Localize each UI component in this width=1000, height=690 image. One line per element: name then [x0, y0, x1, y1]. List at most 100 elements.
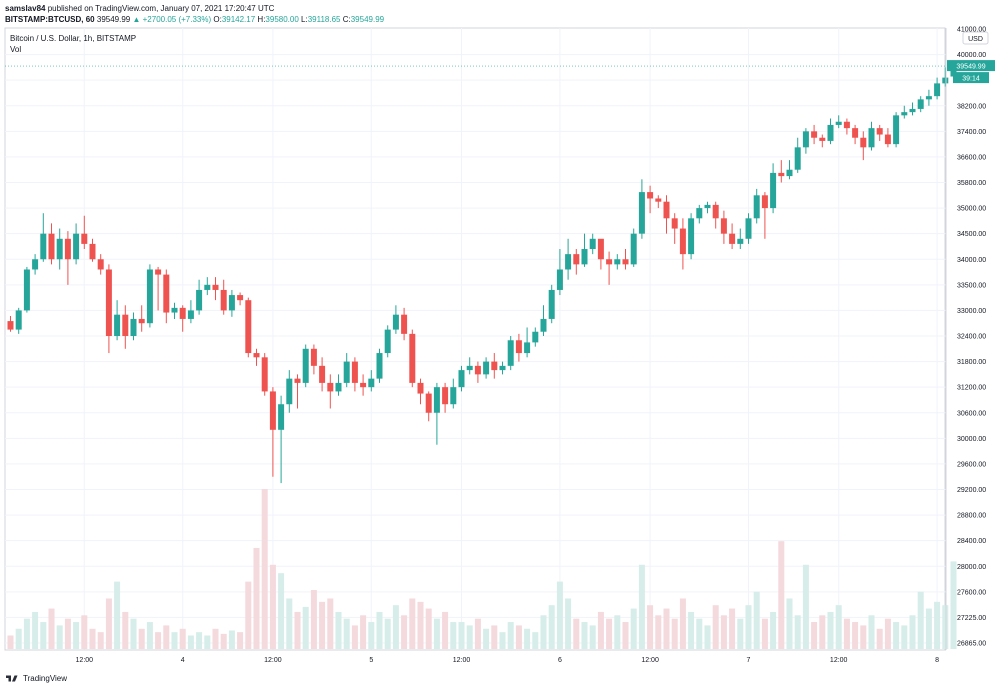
- author-name[interactable]: samslav84: [5, 4, 46, 13]
- candle-body: [901, 112, 908, 116]
- volume-bar: [761, 618, 768, 649]
- volume-bar: [524, 628, 531, 649]
- volume-bar: [540, 615, 547, 649]
- volume-bar: [253, 547, 260, 649]
- price-tick-label: 31200.00: [957, 385, 986, 392]
- open-label: O:: [213, 15, 222, 24]
- candle-body: [327, 382, 334, 392]
- volume-bar: [48, 608, 55, 649]
- price-tick-label: 29200.00: [957, 487, 986, 494]
- volume-bar: [56, 625, 63, 649]
- candle-body: [868, 128, 875, 148]
- price-tick-label: 26865.00: [957, 641, 986, 648]
- symbol-label[interactable]: BITSTAMP:BTCUSD, 60: [5, 15, 95, 24]
- time-tick-label: 12:00: [76, 657, 94, 664]
- price-tick-label: 38200.00: [957, 103, 986, 110]
- volume-bar: [794, 615, 801, 649]
- candle-body: [909, 108, 916, 113]
- volume-bar: [409, 598, 416, 649]
- volume-bar: [220, 633, 227, 649]
- brand-name[interactable]: TradingView: [23, 674, 68, 683]
- candle-body: [802, 131, 809, 148]
- price-tick-label: 33000.00: [957, 308, 986, 315]
- volume-bar: [671, 618, 678, 649]
- volume-bar: [720, 615, 727, 649]
- price-tick-label: 41000.00: [957, 27, 986, 34]
- volume-bar: [105, 598, 112, 649]
- price-tick-label: 30600.00: [957, 410, 986, 417]
- candle-body: [712, 204, 719, 219]
- volume-bar: [934, 601, 941, 649]
- volume-bar: [286, 598, 293, 649]
- candle-body: [893, 115, 900, 145]
- quote-line: BITSTAMP:BTCUSD, 60 39549.99 ▲ +2700.05 …: [5, 14, 384, 25]
- volume-bar: [228, 630, 235, 649]
- price-tick-label: 35000.00: [957, 206, 986, 213]
- candle-body: [860, 137, 867, 148]
- volume-bar: [294, 611, 301, 649]
- chart-header: samslav84 published on TradingView.com, …: [5, 3, 384, 25]
- price-chart[interactable]: 26865.00 27225.00 27600.00 28000.00 28400.00…: [0, 0, 1000, 670]
- volume-bar: [942, 605, 949, 649]
- price-tick-label: 34500.00: [957, 231, 986, 238]
- price-axis[interactable]: 26865.00 27225.00 27600.00 28000.00 28400.00…: [945, 27, 986, 651]
- candle-body: [105, 269, 112, 336]
- volume-bar: [450, 622, 457, 649]
- volume-label: Vol: [10, 45, 21, 54]
- candle-body: [310, 348, 317, 366]
- price-tick-label: 37400.00: [957, 129, 986, 136]
- volume-bar: [655, 615, 662, 649]
- candle-body: [343, 361, 350, 383]
- volume-bar: [237, 632, 244, 649]
- volume-bar: [556, 581, 563, 649]
- time-axis[interactable]: 12:00 4 12:00 5 12:00 6 12:00 7 12:00 8: [5, 649, 946, 664]
- candle-body: [507, 340, 514, 366]
- open-value: 39142.17: [221, 15, 256, 24]
- candle-body: [794, 147, 801, 170]
- currency-box[interactable]: [962, 31, 989, 45]
- candle-body: [466, 365, 473, 371]
- currency-label[interactable]: USD: [968, 36, 983, 43]
- candle-body: [7, 321, 14, 330]
- price-tick-label: 32400.00: [957, 334, 986, 341]
- volume-bar: [786, 598, 793, 649]
- volume-bar: [729, 608, 736, 649]
- candle-body: [15, 310, 22, 330]
- candlesticks: [7, 65, 957, 484]
- candle-body: [499, 365, 506, 371]
- volume-bar: [417, 601, 424, 649]
- candle-body: [917, 99, 924, 109]
- plot-area[interactable]: [4, 27, 946, 651]
- candle-body: [335, 382, 342, 392]
- volume-bar: [843, 618, 850, 649]
- volume-bar: [327, 598, 334, 649]
- candle-body: [196, 289, 203, 311]
- volume-bar: [474, 618, 481, 649]
- candle-body: [532, 331, 539, 343]
- countdown-tag: [953, 72, 989, 84]
- candle-body: [934, 83, 941, 97]
- volume-bar: [73, 622, 80, 649]
- candle-body: [73, 233, 80, 260]
- volume-bar: [97, 632, 104, 649]
- volume-bar: [319, 601, 326, 649]
- candle-body: [442, 387, 449, 405]
- volume-bar: [622, 622, 629, 649]
- close-value: 39549.99: [350, 15, 385, 24]
- candle-body: [737, 238, 744, 244]
- time-tick-label: 5: [369, 657, 373, 664]
- time-tick-label: 4: [181, 657, 185, 664]
- volume-bar: [606, 618, 613, 649]
- volume-bar: [302, 606, 309, 649]
- candle-body: [302, 348, 309, 383]
- last-price-marker: 39549.99 39:14: [5, 60, 995, 84]
- candle-body: [89, 243, 96, 260]
- volume-bar: [335, 611, 342, 649]
- candle-body: [556, 269, 563, 290]
- volume-bar: [901, 625, 908, 649]
- tradingview-logo-icon[interactable]: [6, 674, 19, 683]
- volume-bar: [278, 573, 285, 649]
- candle-body: [696, 208, 703, 219]
- candle-body: [155, 269, 162, 275]
- volume-bar: [884, 618, 891, 649]
